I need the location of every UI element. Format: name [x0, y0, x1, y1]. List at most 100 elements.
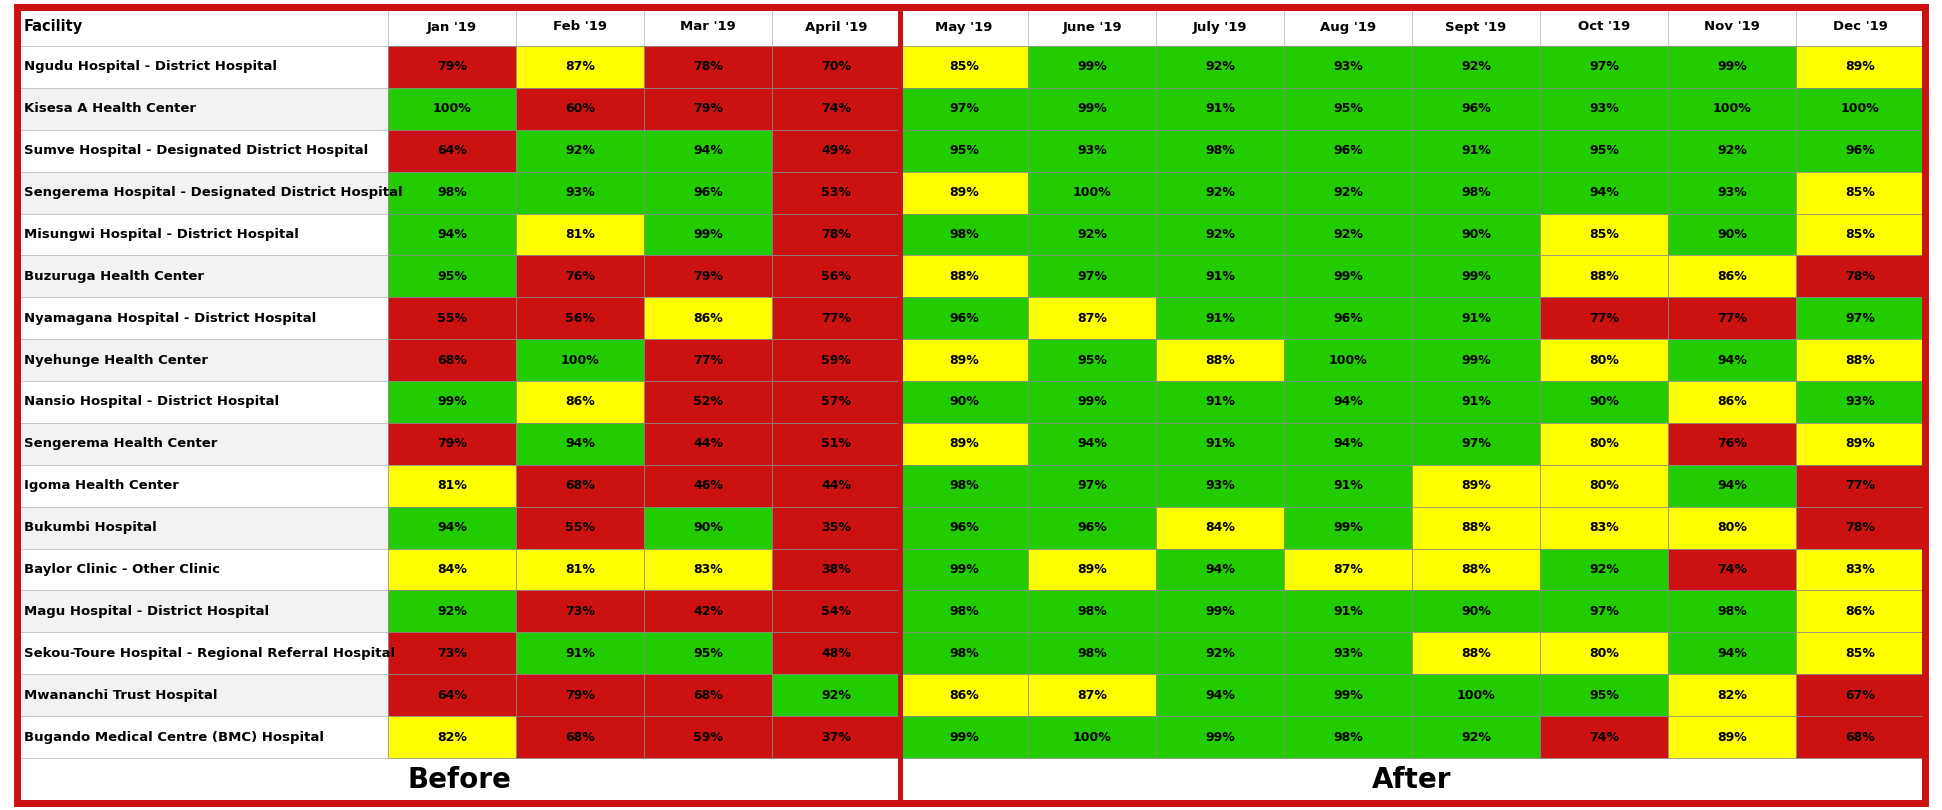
Text: 67%: 67% — [1845, 688, 1874, 701]
Text: Feb '19: Feb '19 — [553, 20, 608, 33]
Bar — [899, 46, 1027, 87]
Text: 100%: 100% — [1713, 102, 1752, 115]
Text: 88%: 88% — [1845, 354, 1874, 367]
Text: 77%: 77% — [821, 312, 851, 325]
Bar — [1284, 590, 1412, 633]
Bar — [773, 255, 899, 297]
Text: 68%: 68% — [437, 354, 466, 367]
Bar — [1284, 87, 1412, 130]
Text: 80%: 80% — [1589, 480, 1620, 492]
Bar — [1796, 8, 1925, 46]
Bar — [17, 8, 388, 46]
Bar — [1027, 381, 1155, 423]
Bar — [1412, 423, 1540, 465]
Bar — [388, 130, 517, 172]
Text: Mar '19: Mar '19 — [680, 20, 736, 33]
Bar — [1027, 255, 1155, 297]
Text: 99%: 99% — [693, 228, 722, 241]
Text: 78%: 78% — [821, 228, 851, 241]
Bar — [1796, 255, 1925, 297]
Text: 100%: 100% — [561, 354, 600, 367]
Text: 100%: 100% — [1456, 688, 1495, 701]
Text: 98%: 98% — [1332, 731, 1363, 744]
Text: 97%: 97% — [1078, 480, 1107, 492]
Text: 99%: 99% — [1460, 270, 1491, 283]
Bar — [1668, 339, 1796, 381]
Bar — [388, 548, 517, 590]
Bar — [773, 87, 899, 130]
Bar — [517, 423, 645, 465]
Text: 85%: 85% — [1589, 228, 1620, 241]
Text: 93%: 93% — [1845, 395, 1874, 408]
Text: 97%: 97% — [1589, 61, 1620, 74]
Text: 81%: 81% — [437, 480, 466, 492]
Text: Bugando Medical Centre (BMC) Hospital: Bugando Medical Centre (BMC) Hospital — [23, 731, 324, 744]
Bar — [899, 423, 1027, 465]
Text: 91%: 91% — [1332, 605, 1363, 618]
Bar — [645, 590, 773, 633]
Bar — [899, 8, 1925, 802]
Text: 73%: 73% — [565, 605, 594, 618]
Bar — [899, 130, 1027, 172]
Text: 84%: 84% — [1206, 521, 1235, 534]
Text: 90%: 90% — [1589, 395, 1620, 408]
Text: 88%: 88% — [950, 270, 979, 283]
Bar — [1155, 130, 1284, 172]
Text: 93%: 93% — [1332, 61, 1363, 74]
Bar — [1796, 716, 1925, 758]
Bar — [1027, 172, 1155, 214]
Bar — [517, 381, 645, 423]
Text: 91%: 91% — [1206, 102, 1235, 115]
Bar — [1155, 46, 1284, 87]
Text: 44%: 44% — [693, 437, 722, 450]
Text: 88%: 88% — [1460, 521, 1491, 534]
Text: 79%: 79% — [693, 270, 722, 283]
Bar — [645, 297, 773, 339]
Bar — [1027, 423, 1155, 465]
Text: 98%: 98% — [1078, 647, 1107, 660]
Bar — [1540, 381, 1668, 423]
Text: 92%: 92% — [1460, 61, 1491, 74]
Text: 88%: 88% — [1589, 270, 1620, 283]
Bar — [388, 255, 517, 297]
Bar — [1412, 381, 1540, 423]
Bar — [388, 339, 517, 381]
Text: 93%: 93% — [1078, 144, 1107, 157]
Text: 86%: 86% — [1717, 270, 1748, 283]
Text: 96%: 96% — [950, 521, 979, 534]
Bar — [1027, 716, 1155, 758]
Text: 93%: 93% — [1717, 186, 1748, 199]
Text: 38%: 38% — [821, 563, 851, 576]
Text: 98%: 98% — [1078, 605, 1107, 618]
Bar — [388, 590, 517, 633]
Bar — [1412, 46, 1540, 87]
Text: 90%: 90% — [1460, 228, 1491, 241]
Text: 82%: 82% — [437, 731, 466, 744]
Text: 94%: 94% — [693, 144, 722, 157]
Bar — [899, 633, 1027, 674]
Bar — [17, 633, 388, 674]
Text: 77%: 77% — [1717, 312, 1748, 325]
Text: 91%: 91% — [1206, 437, 1235, 450]
Text: 97%: 97% — [950, 102, 979, 115]
Bar — [899, 87, 1027, 130]
Bar — [1412, 255, 1540, 297]
Bar — [388, 297, 517, 339]
Bar — [388, 214, 517, 255]
Bar — [1540, 548, 1668, 590]
Text: 68%: 68% — [693, 688, 722, 701]
Text: 87%: 87% — [1078, 312, 1107, 325]
Text: 99%: 99% — [1332, 688, 1363, 701]
Bar — [645, 633, 773, 674]
Text: 64%: 64% — [437, 144, 466, 157]
Text: 80%: 80% — [1589, 437, 1620, 450]
Bar — [1412, 339, 1540, 381]
Text: 94%: 94% — [1717, 354, 1748, 367]
Text: 94%: 94% — [437, 228, 466, 241]
Bar — [388, 507, 517, 548]
Bar — [17, 590, 388, 633]
Bar — [645, 423, 773, 465]
Bar — [1284, 633, 1412, 674]
Bar — [1412, 465, 1540, 507]
Text: Sengerema Hospital - Designated District Hospital: Sengerema Hospital - Designated District… — [23, 186, 402, 199]
